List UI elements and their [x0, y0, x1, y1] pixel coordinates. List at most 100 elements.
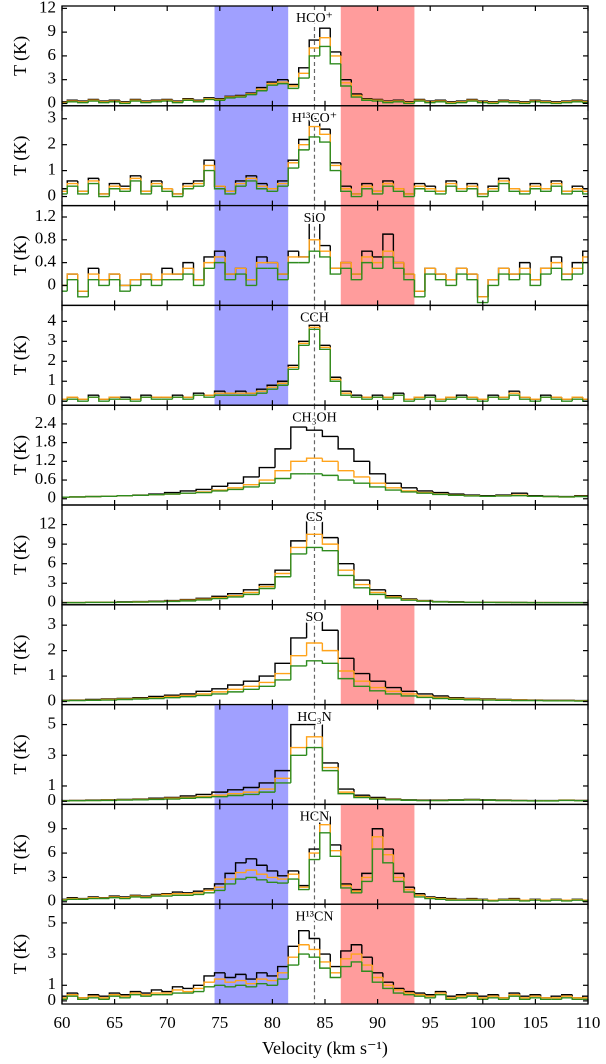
spectrum-step: [305, 517, 323, 541]
spectrum-step: [455, 101, 468, 104]
y-tick-label: 0.4: [35, 252, 57, 271]
spectrum-step: [211, 693, 228, 696]
spectrum-step: [163, 493, 181, 495]
spectrum-step: [561, 268, 573, 281]
spectrum-step: [129, 180, 141, 192]
spectrum-step: [413, 994, 425, 997]
spectrum-step: [77, 996, 89, 1001]
spectrum-step: [340, 267, 352, 275]
y-tick-label: 0: [48, 488, 57, 507]
spectrum-step: [403, 395, 415, 402]
spectrum-step: [434, 268, 446, 275]
panel-title: HC₃N: [297, 710, 331, 725]
spectrum-step: [319, 36, 331, 48]
spectrum-step: [108, 398, 120, 402]
spectrum-step: [353, 792, 370, 798]
y-axis-label: T (K): [10, 36, 31, 76]
velocity-band: [340, 604, 415, 705]
spectrum-step: [203, 975, 215, 986]
spectrum-step: [508, 992, 520, 998]
spectrum-step: [290, 473, 307, 479]
y-tick-label: 0.8: [35, 229, 56, 248]
spectrum-step: [445, 279, 457, 287]
spectrum-step: [276, 268, 289, 281]
spectrum-step: [416, 691, 433, 695]
spectrum-step: [129, 177, 141, 189]
spectrum-step: [508, 101, 520, 104]
spectrum-step: [171, 268, 183, 275]
spectrum-step: [508, 274, 520, 281]
spectrum-step: [150, 993, 162, 997]
spectrum-step: [350, 191, 362, 198]
panel-title: SO: [306, 610, 324, 625]
spectrum-step: [434, 274, 446, 281]
y-tick-label: 1.8: [35, 432, 56, 451]
spectrum-step: [353, 793, 370, 799]
spectrum-step: [497, 177, 510, 187]
spectrum-step: [140, 178, 152, 193]
spectrum-step: [369, 686, 386, 692]
spectrum-step: [242, 688, 260, 692]
spectrum-step: [119, 188, 131, 193]
spectrum-step: [140, 99, 152, 102]
spectrum-step: [274, 572, 291, 587]
spectrum-step: [539, 273, 552, 286]
velocity-band: [340, 6, 415, 106]
spectrum-step: [476, 996, 489, 1001]
spectrum-step: [66, 180, 78, 189]
velocity-band: [340, 804, 415, 905]
spectrum-step: [382, 982, 394, 990]
spectrum-step: [255, 90, 268, 95]
y-tick-label: 1.2: [35, 206, 56, 225]
spectrum-step: [529, 899, 541, 901]
spectrum-step: [353, 570, 370, 586]
spectrum-step: [561, 997, 573, 1000]
spectrum-step: [518, 267, 531, 275]
spectrum-step: [66, 182, 78, 192]
spectrum-step: [192, 990, 205, 994]
spectrum-step: [192, 274, 205, 287]
y-tick-label: 6: [48, 45, 57, 64]
spectrum-step: [266, 979, 278, 982]
spectrum-step: [234, 871, 247, 880]
spectrum-step: [321, 724, 339, 764]
spectrum-step: [150, 101, 162, 103]
panel-title: H¹³CN: [296, 909, 334, 924]
x-tick-label: 95: [422, 1013, 439, 1032]
spectrum-step: [434, 186, 446, 193]
spectrum-step: [258, 791, 276, 795]
panel: [62, 6, 588, 106]
spectrum-step: [340, 965, 352, 978]
spectrum-step: [424, 396, 436, 400]
spectrum-step: [77, 101, 89, 104]
spectrum-step: [224, 883, 236, 891]
y-axis-label: T (K): [10, 335, 31, 375]
x-tick-label: 65: [106, 1013, 123, 1032]
spectrum-step: [329, 954, 341, 968]
x-tick-label: 75: [211, 1013, 228, 1032]
spectrum-step: [255, 392, 268, 396]
spectrum-step: [319, 126, 331, 136]
spectrum-step: [98, 180, 110, 195]
spectrum-step: [298, 72, 310, 86]
spectrum-step: [308, 858, 320, 890]
y-axis-label: T (K): [10, 235, 31, 275]
spectrum-step: [150, 895, 162, 898]
y-tick-label: 0.6: [35, 469, 56, 488]
spectrum-step: [77, 180, 89, 193]
spectrum-step: [571, 996, 583, 999]
spectrum-step: [337, 762, 354, 790]
spectrum-step: [213, 889, 226, 893]
plot-frame: [61, 604, 589, 706]
spectrum-step: [369, 461, 386, 475]
spectrum-step: [213, 978, 226, 983]
spectrum-step: [192, 185, 205, 189]
spectrum-step: [213, 261, 226, 269]
spectrum-step: [539, 101, 552, 104]
spectrum-step: [353, 789, 370, 796]
spectrum-step: [182, 185, 194, 194]
spectrum-step: [87, 897, 99, 900]
spectrum-step: [424, 273, 436, 297]
spectrum-step: [290, 426, 307, 449]
